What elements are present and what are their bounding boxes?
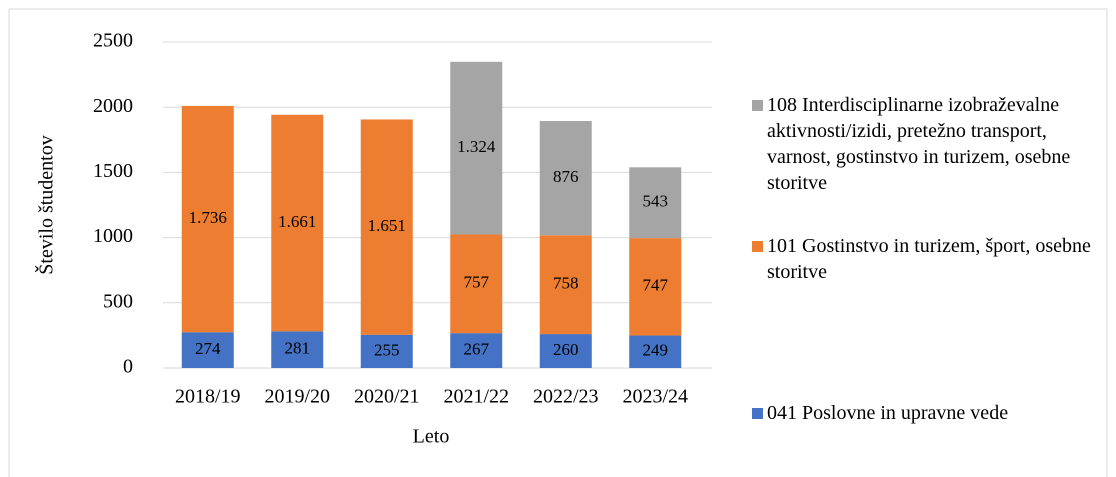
bar-segment [629, 335, 682, 368]
data-label: 1.736 [189, 208, 227, 227]
legend-item: 041 Poslovne in upravne vede [752, 400, 1102, 426]
bar-segment [181, 105, 234, 333]
data-label: 267 [464, 339, 490, 358]
legend-swatch [752, 408, 763, 419]
bar-segment [271, 114, 324, 332]
data-label: 876 [553, 167, 579, 186]
bar-segment [360, 119, 413, 335]
data-label: 747 [643, 276, 669, 295]
legend-item: 101 Gostinstvo in turizem, šport, osebne… [752, 233, 1102, 285]
data-label: 757 [464, 273, 490, 292]
bar-segment [629, 238, 682, 336]
bar-segment [450, 61, 503, 235]
x-tick-label: 2018/19 [175, 386, 241, 408]
bar-segment [360, 334, 413, 368]
legend-swatch [752, 100, 763, 111]
y-tick-label: 0 [123, 356, 133, 378]
legend-label: 041 Poslovne in upravne vede [767, 402, 1009, 424]
bar-segment [181, 332, 234, 368]
data-label: 281 [285, 339, 311, 358]
legend-label: 101 Gostinstvo in turizem, šport, osebne… [767, 235, 1091, 283]
data-label: 274 [195, 339, 221, 358]
bar-segment [539, 121, 592, 236]
bar-segment [450, 333, 503, 368]
x-tick-label: 2023/24 [622, 386, 688, 408]
bar-segment [271, 331, 324, 368]
y-axis-label: Število študentov [34, 135, 58, 274]
x-tick-label: 2019/20 [264, 386, 330, 408]
legend-swatch [752, 241, 763, 252]
y-tick-label: 1000 [93, 225, 133, 247]
legend-item: 108 Interdisciplinarne izobraževalne akt… [752, 92, 1102, 196]
data-label: 1.661 [278, 212, 316, 231]
data-label: 1.651 [368, 216, 406, 235]
bar-segment [539, 334, 592, 368]
data-label: 249 [643, 341, 669, 360]
y-tick-label: 2000 [93, 95, 133, 117]
bar-segment [629, 167, 682, 239]
y-tick-label: 500 [103, 290, 133, 312]
y-tick-label: 2500 [93, 30, 133, 52]
x-tick-label: 2020/21 [354, 386, 420, 408]
data-label: 543 [643, 192, 669, 211]
legend-label: 108 Interdisciplinarne izobraževalne akt… [767, 94, 1071, 194]
x-tick-label: 2021/22 [443, 386, 509, 408]
x-tick-label: 2022/23 [533, 386, 599, 408]
data-label: 758 [553, 274, 579, 293]
x-axis-label: Leto [413, 426, 450, 448]
bar-segment [539, 235, 592, 335]
data-label: 260 [553, 340, 579, 359]
chart-border [8, 8, 1108, 477]
data-label: 255 [374, 340, 400, 359]
y-tick-label: 1500 [93, 160, 133, 182]
bar-segment [450, 234, 503, 334]
data-label: 1.324 [457, 137, 496, 156]
